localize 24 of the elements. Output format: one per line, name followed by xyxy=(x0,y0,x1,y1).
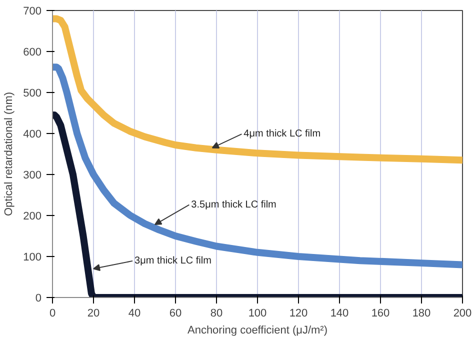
x-tick-label: 40 xyxy=(128,308,141,320)
y-tick-label: 300 xyxy=(23,170,42,182)
x-tick-label: 200 xyxy=(453,308,472,320)
y-tick-label: 700 xyxy=(23,6,42,18)
y-tick-label: 400 xyxy=(23,128,42,140)
y-tick-label: 100 xyxy=(23,252,42,264)
x-tick-label: 180 xyxy=(412,308,431,320)
y-axis-title: Optical retardational (nm) xyxy=(3,92,16,216)
annotation: 4μm thick LC film xyxy=(244,128,321,140)
annotation: 3.5μm thick LC film xyxy=(191,199,276,210)
x-tick-label: 0 xyxy=(49,308,56,320)
annotation: 3μm thick LC film xyxy=(134,255,212,266)
x-tick-label: 20 xyxy=(87,308,100,320)
x-tick-label: 120 xyxy=(289,308,308,320)
x-tick-label: 80 xyxy=(210,308,223,320)
x-axis-title: Anchoring coefficient (μJ/m²) xyxy=(187,324,328,336)
y-tick-label: 0 xyxy=(35,292,42,304)
x-tick-label: 160 xyxy=(371,308,390,320)
x-tick-label: 60 xyxy=(169,308,182,320)
x-tick-label: 100 xyxy=(248,308,267,320)
y-tick-label: 500 xyxy=(23,88,42,100)
y-tick-label: 200 xyxy=(23,210,42,222)
x-tick-label: 140 xyxy=(330,308,349,320)
y-tick-label: 600 xyxy=(23,46,42,58)
